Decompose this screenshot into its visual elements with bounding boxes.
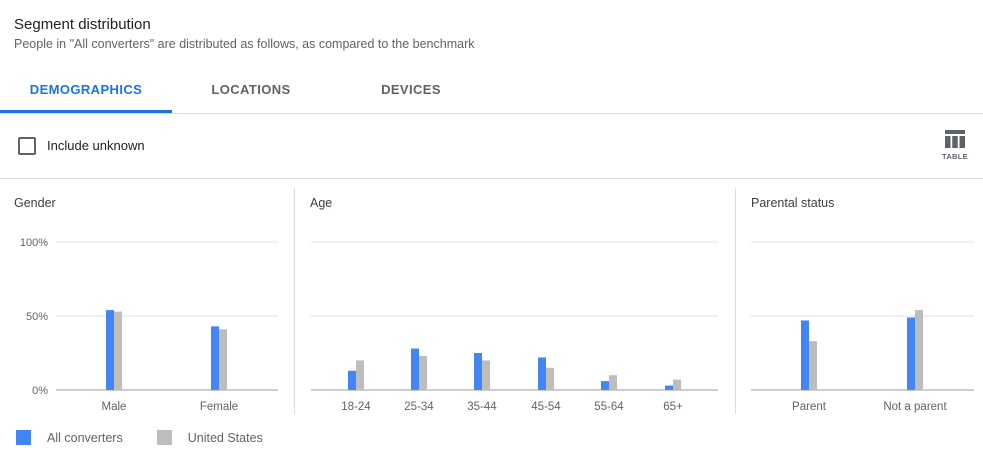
tab-demographics[interactable]: DEMOGRAPHICS <box>29 82 143 97</box>
x-tick-label: Parent <box>792 401 827 413</box>
header: Segment distribution People in "All conv… <box>14 16 475 52</box>
legend-item-all-converters[interactable]: All converters <box>16 430 123 445</box>
bar-all-converters <box>538 357 546 390</box>
bar-all-converters <box>665 385 673 390</box>
bar-united-states <box>809 341 817 390</box>
bar-united-states <box>915 310 923 390</box>
x-tick-label: Male <box>102 401 127 413</box>
bar-united-states <box>673 379 681 390</box>
x-tick-label: 45-54 <box>531 401 561 413</box>
panel-divider <box>294 188 295 414</box>
tab-devices[interactable]: DEVICES <box>381 82 441 97</box>
bar-united-states <box>609 375 617 390</box>
bar-united-states <box>482 360 490 390</box>
include-unknown-label: Include unknown <box>47 138 145 153</box>
table-icon <box>945 130 965 148</box>
bar-united-states <box>219 329 227 390</box>
x-tick-label: 18-24 <box>341 401 371 413</box>
y-tick-label: 0% <box>32 385 48 397</box>
bar-all-converters <box>907 317 915 390</box>
legend-swatch-all-converters <box>16 430 31 445</box>
bar-united-states <box>419 355 427 390</box>
bar-united-states <box>546 367 554 390</box>
parental-status-panel-title: Parental status <box>751 196 835 210</box>
y-tick-label: 50% <box>26 311 48 323</box>
y-tick-label: 100% <box>20 237 48 249</box>
legend-label: All converters <box>47 430 123 445</box>
table-button-label: TABLE <box>942 152 968 161</box>
x-tick-label: Not a parent <box>883 401 947 413</box>
bar-all-converters <box>411 348 419 390</box>
x-tick-label: 55-64 <box>594 401 624 413</box>
x-tick-label: 35-44 <box>467 401 497 413</box>
x-tick-label: Female <box>200 401 238 413</box>
include-unknown-checkbox[interactable] <box>18 137 36 155</box>
x-tick-label: 65+ <box>663 401 683 413</box>
bar-all-converters <box>211 326 219 390</box>
bar-all-converters <box>348 370 356 390</box>
x-tick-label: 25-34 <box>404 401 434 413</box>
legend-label: United States <box>187 430 263 445</box>
chart-legend: All converters United States <box>16 430 297 445</box>
bar-all-converters <box>106 310 114 390</box>
gender-panel-title: Gender <box>14 196 56 210</box>
page-title: Segment distribution <box>14 16 151 33</box>
bar-all-converters <box>601 381 609 390</box>
page-subtitle: People in "All converters" are distribut… <box>14 37 475 51</box>
legend-item-united-states[interactable]: United States <box>156 430 263 445</box>
active-tab-indicator <box>0 110 172 113</box>
bar-united-states <box>356 360 364 390</box>
tab-bar: DEMOGRAPHICS LOCATIONS DEVICES <box>0 66 983 114</box>
panel-divider <box>735 188 736 414</box>
age-panel-title: Age <box>310 196 333 210</box>
table-view-button[interactable]: TABLE <box>938 130 972 166</box>
legend-swatch-united-states <box>156 430 172 445</box>
bar-united-states <box>114 311 122 390</box>
tab-locations[interactable]: LOCATIONS <box>211 82 291 97</box>
toolbar: Include unknown TABLE <box>0 114 983 179</box>
bar-all-converters <box>801 320 809 390</box>
bar-all-converters <box>474 353 482 390</box>
